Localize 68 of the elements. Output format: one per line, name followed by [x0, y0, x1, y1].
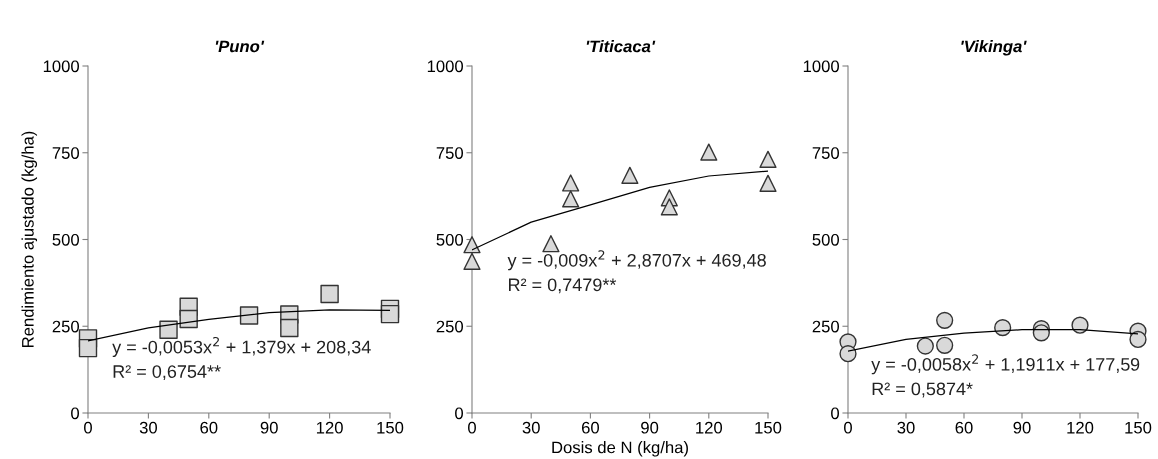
- x-tick-label: 120: [696, 421, 723, 434]
- point: [78, 338, 98, 358]
- point: [1129, 330, 1147, 349]
- point: [759, 174, 777, 192]
- point: [759, 150, 777, 168]
- y-tick-label: 500: [812, 233, 840, 246]
- x-tick-label: 30: [139, 421, 158, 434]
- point: [1032, 324, 1050, 342]
- y-tick-label: 750: [52, 147, 80, 159]
- y-tick-label: 750: [812, 147, 840, 159]
- annotation: R² = 0,7479**: [509, 278, 617, 294]
- y-tick-label: 1000: [803, 60, 840, 73]
- annotation: y = -0,009x$^{2}$ + 2,8707x + 469,48: [507, 250, 766, 271]
- point: [621, 166, 639, 184]
- point: [159, 320, 178, 339]
- x-tick-label: 60: [581, 421, 600, 434]
- y-tick-label: 250: [436, 320, 464, 333]
- point: [1071, 316, 1089, 334]
- point: [562, 174, 580, 192]
- x-tick-label: 90: [641, 421, 659, 434]
- point: [994, 319, 1012, 337]
- x-tick-label: 90: [1013, 421, 1031, 434]
- point: [936, 311, 954, 329]
- point: [542, 235, 560, 253]
- y-tick-label: 250: [812, 320, 840, 333]
- x-tick-label: 30: [897, 421, 915, 434]
- x-tick-label: 0: [84, 421, 92, 434]
- point: [700, 143, 718, 161]
- chart-title: 'Vikinga': [961, 40, 1027, 56]
- x-axis-title: Dosis de N (kg/ha): [552, 441, 688, 457]
- x-tick-label: 150: [755, 421, 782, 434]
- chart-title: 'Titicaca': [586, 40, 656, 53]
- annotation: R² = 0,6754**: [113, 365, 221, 381]
- point: [562, 190, 580, 208]
- point: [179, 309, 198, 329]
- x-tick-label: 30: [522, 421, 540, 434]
- point: [916, 337, 934, 355]
- point: [280, 318, 299, 338]
- annotation: y = -0,0058x$^{2}$ + 1,1911x + 177,59: [871, 354, 1140, 375]
- point: [320, 284, 339, 304]
- point: [936, 336, 954, 354]
- point: [463, 236, 481, 254]
- point: [839, 345, 857, 363]
- point: [660, 198, 678, 216]
- y-tick-label: 750: [436, 147, 464, 159]
- x-tick-label: 60: [200, 421, 218, 434]
- annotation: y = -0,0053x$^{2}$ + 1,379x + 208,34: [112, 336, 371, 357]
- x-tick-label: 150: [1125, 421, 1152, 434]
- annotation: R² = 0,5874*: [872, 382, 973, 398]
- y-tick-label: 1000: [43, 60, 80, 73]
- x-tick-label: 150: [377, 421, 404, 434]
- y-tick-label: 500: [52, 233, 80, 246]
- y-tick-label: 0: [71, 407, 80, 420]
- point: [380, 304, 400, 324]
- point: [463, 252, 481, 270]
- x-tick-label: 120: [1067, 421, 1094, 434]
- y-tick-label: 500: [436, 233, 464, 246]
- x-tick-label: 0: [468, 421, 476, 434]
- x-tick-label: 90: [260, 421, 278, 434]
- x-tick-label: 60: [955, 421, 973, 434]
- y-tick-label: 0: [831, 407, 840, 420]
- y-tick-label: 250: [52, 320, 80, 333]
- y-axis-title: Rendimiento ajustado (kg/ha): [21, 131, 38, 347]
- x-tick-label: 0: [844, 421, 852, 434]
- y-tick-label: 0: [455, 407, 464, 420]
- chart-title: 'Puno': [215, 40, 265, 53]
- x-tick-label: 120: [316, 421, 343, 434]
- y-tick-label: 1000: [427, 60, 464, 73]
